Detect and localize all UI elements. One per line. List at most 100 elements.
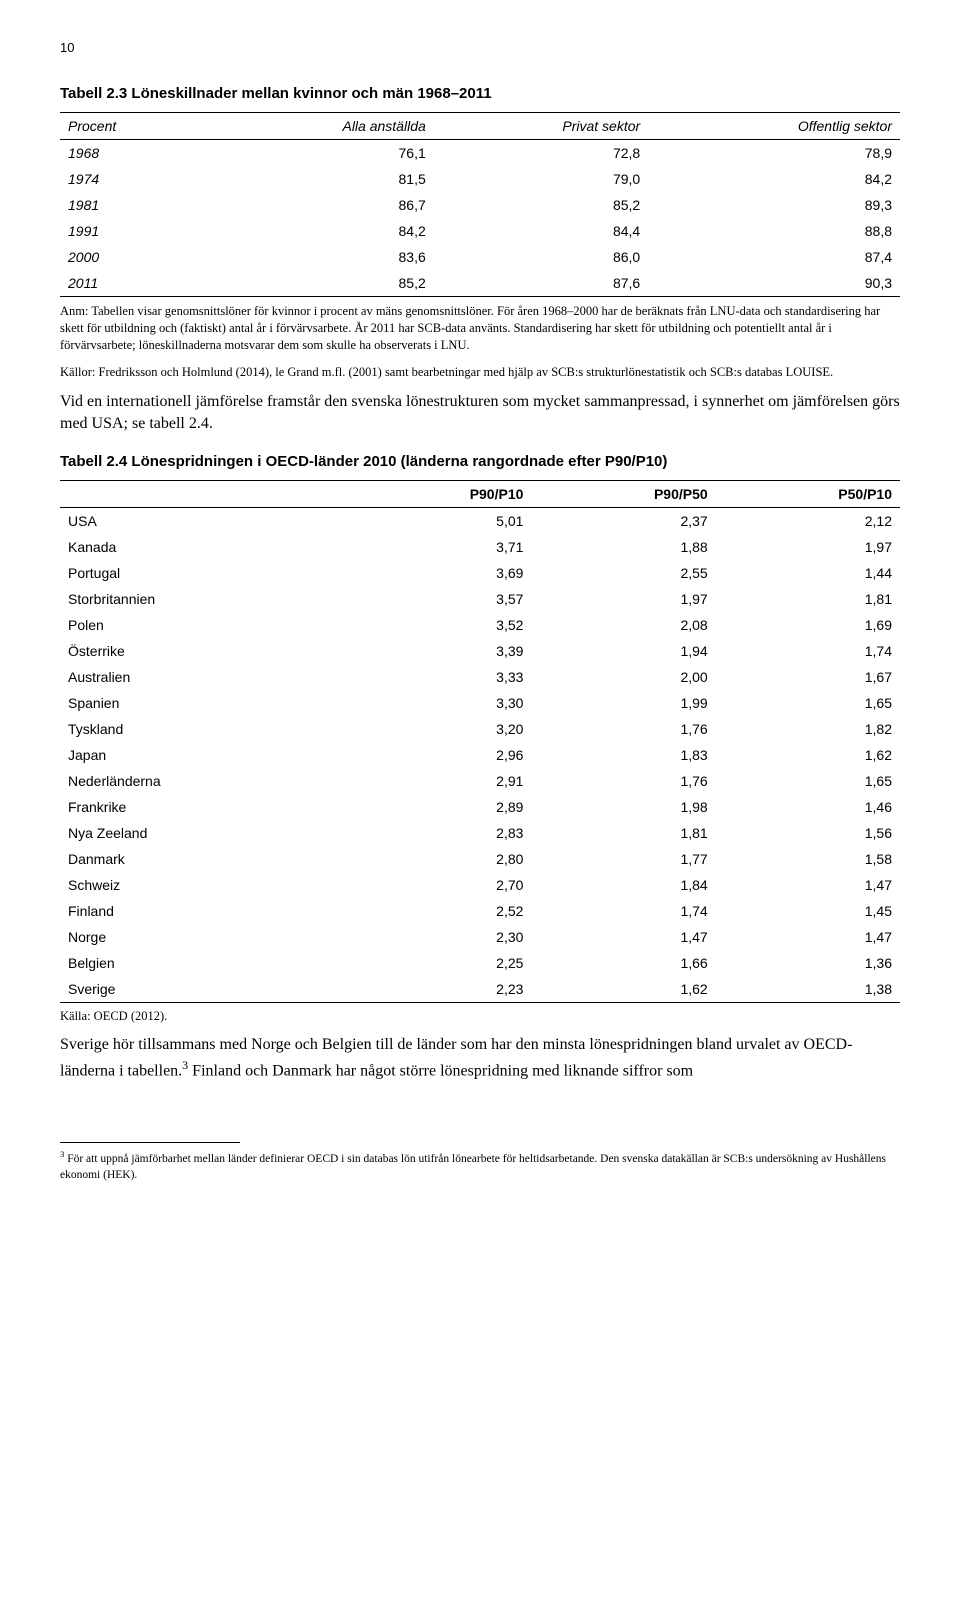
table-row: Danmark2,801,771,58 [60,846,900,872]
paragraph-1: Vid en internationell jämförelse framstå… [60,391,900,436]
table-cell: 3,52 [347,612,531,638]
table-cell: Tyskland [60,716,347,742]
table24-col3: P50/P10 [716,481,900,508]
table-cell: 1,94 [531,638,715,664]
table-cell: 78,9 [648,140,900,167]
table-cell: Nya Zeeland [60,820,347,846]
table-cell: Frankrike [60,794,347,820]
table-cell: 1,97 [716,534,900,560]
table-cell: 1,67 [716,664,900,690]
table24: P90/P10 P90/P50 P50/P10 USA5,012,372,12K… [60,480,900,1003]
table-cell: 76,1 [207,140,434,167]
table-cell: 86,0 [434,244,648,270]
table-cell: 1,77 [531,846,715,872]
table-cell: 2,30 [347,924,531,950]
table-cell: 79,0 [434,166,648,192]
table-cell: 1,36 [716,950,900,976]
table-row: Nya Zeeland2,831,811,56 [60,820,900,846]
table-cell: 1,81 [531,820,715,846]
table-cell: 2000 [60,244,207,270]
table23-col0: Procent [60,113,207,140]
table-cell: 87,6 [434,270,648,297]
table-row: Nederländerna2,911,761,65 [60,768,900,794]
table23-col2: Privat sektor [434,113,648,140]
table24-kalla: Källa: OECD (2012). [60,1009,900,1024]
table-row: 200083,686,087,4 [60,244,900,270]
table-cell: 1,74 [716,638,900,664]
table-cell: 2,37 [531,508,715,535]
table24-col1: P90/P10 [347,481,531,508]
table-row: 196876,172,878,9 [60,140,900,167]
table-cell: Sverige [60,976,347,1003]
table-cell: 2,83 [347,820,531,846]
table23-col1: Alla anställda [207,113,434,140]
table-cell: 3,71 [347,534,531,560]
table-row: USA5,012,372,12 [60,508,900,535]
table-cell: 1,62 [716,742,900,768]
table-cell: 2,12 [716,508,900,535]
footnote-text: För att uppnå jämförbarhet mellan länder… [60,1153,886,1181]
table-cell: 2,91 [347,768,531,794]
table-row: 199184,284,488,8 [60,218,900,244]
table-cell: USA [60,508,347,535]
table-row: Norge2,301,471,47 [60,924,900,950]
table24-title: Tabell 2.4 Lönespridningen i OECD-länder… [60,453,900,470]
table-cell: Japan [60,742,347,768]
table-cell: 85,2 [207,270,434,297]
table24-col2: P90/P50 [531,481,715,508]
table-cell: 2,52 [347,898,531,924]
table-row: Sverige2,231,621,38 [60,976,900,1003]
table-cell: 84,4 [434,218,648,244]
table-row: Kanada3,711,881,97 [60,534,900,560]
footnote-separator [60,1142,240,1143]
footnote-num: 3 [60,1149,64,1159]
table23: Procent Alla anställda Privat sektor Off… [60,112,900,297]
table-cell: 2,00 [531,664,715,690]
table-cell: 84,2 [207,218,434,244]
table-row: Australien3,332,001,67 [60,664,900,690]
table-cell: 1,45 [716,898,900,924]
table-row: Spanien3,301,991,65 [60,690,900,716]
paragraph-2: Sverige hör tillsammans med Norge och Be… [60,1034,900,1082]
table-cell: 1,88 [531,534,715,560]
table-cell: 2,55 [531,560,715,586]
table-cell: Polen [60,612,347,638]
table-cell: 1,62 [531,976,715,1003]
table-cell: 86,7 [207,192,434,218]
table-cell: 1,38 [716,976,900,1003]
table-row: 201185,287,690,3 [60,270,900,297]
table-row: Finland2,521,741,45 [60,898,900,924]
table-cell: 1,66 [531,950,715,976]
table24-col0 [60,481,347,508]
table-cell: 1,99 [531,690,715,716]
table-row: Frankrike2,891,981,46 [60,794,900,820]
table-cell: 88,8 [648,218,900,244]
table24-header-row: P90/P10 P90/P50 P50/P10 [60,481,900,508]
table-cell: 1,46 [716,794,900,820]
table-cell: 90,3 [648,270,900,297]
table-row: Polen3,522,081,69 [60,612,900,638]
table-row: Tyskland3,201,761,82 [60,716,900,742]
table-cell: 84,2 [648,166,900,192]
table-cell: 1,81 [716,586,900,612]
table-cell: 72,8 [434,140,648,167]
footnote-3: 3 För att uppnå jämförbarhet mellan länd… [60,1149,900,1183]
table-cell: Schweiz [60,872,347,898]
table-cell: Österrike [60,638,347,664]
table23-anm: Anm: Tabellen visar genomsnittslöner för… [60,303,900,354]
table-cell: 2,70 [347,872,531,898]
table-cell: Portugal [60,560,347,586]
table-cell: 1,65 [716,768,900,794]
table-cell: 3,30 [347,690,531,716]
table-cell: 1981 [60,192,207,218]
table-cell: Belgien [60,950,347,976]
table-cell: 2,80 [347,846,531,872]
table-row: Portugal3,692,551,44 [60,560,900,586]
table-cell: Storbritannien [60,586,347,612]
table-cell: 2,08 [531,612,715,638]
table-cell: Spanien [60,690,347,716]
table-cell: 1968 [60,140,207,167]
table23-header-row: Procent Alla anställda Privat sektor Off… [60,113,900,140]
table23-col3: Offentlig sektor [648,113,900,140]
table-cell: 85,2 [434,192,648,218]
